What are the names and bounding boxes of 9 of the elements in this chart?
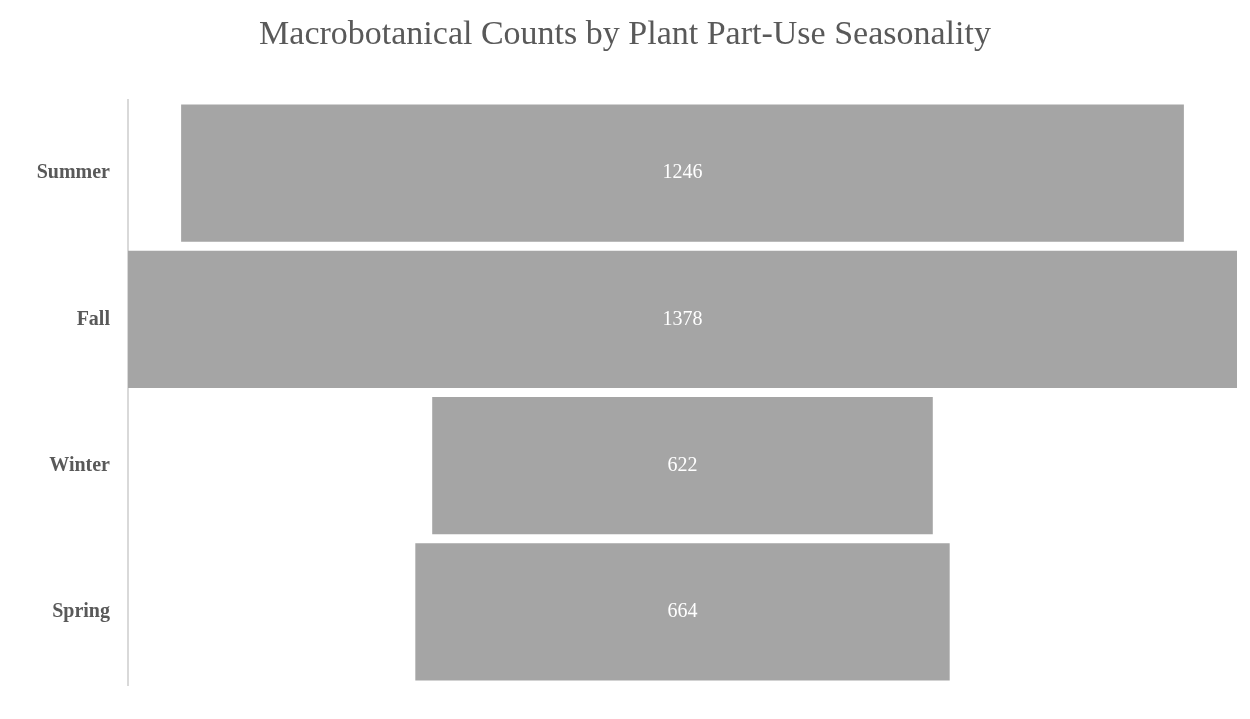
data-label: 622 [667, 452, 698, 475]
category-label: Fall [76, 306, 111, 329]
category-label: Spring [52, 599, 110, 623]
data-label: 1378 [662, 306, 703, 329]
data-label: 664 [667, 599, 698, 622]
text: Macrobotanical Counts by Plant Part-Use Seasonality [258, 14, 992, 52]
data-label: 1246 [662, 160, 703, 183]
category-label: Summer [36, 160, 111, 183]
category-label: Winter [49, 452, 111, 475]
